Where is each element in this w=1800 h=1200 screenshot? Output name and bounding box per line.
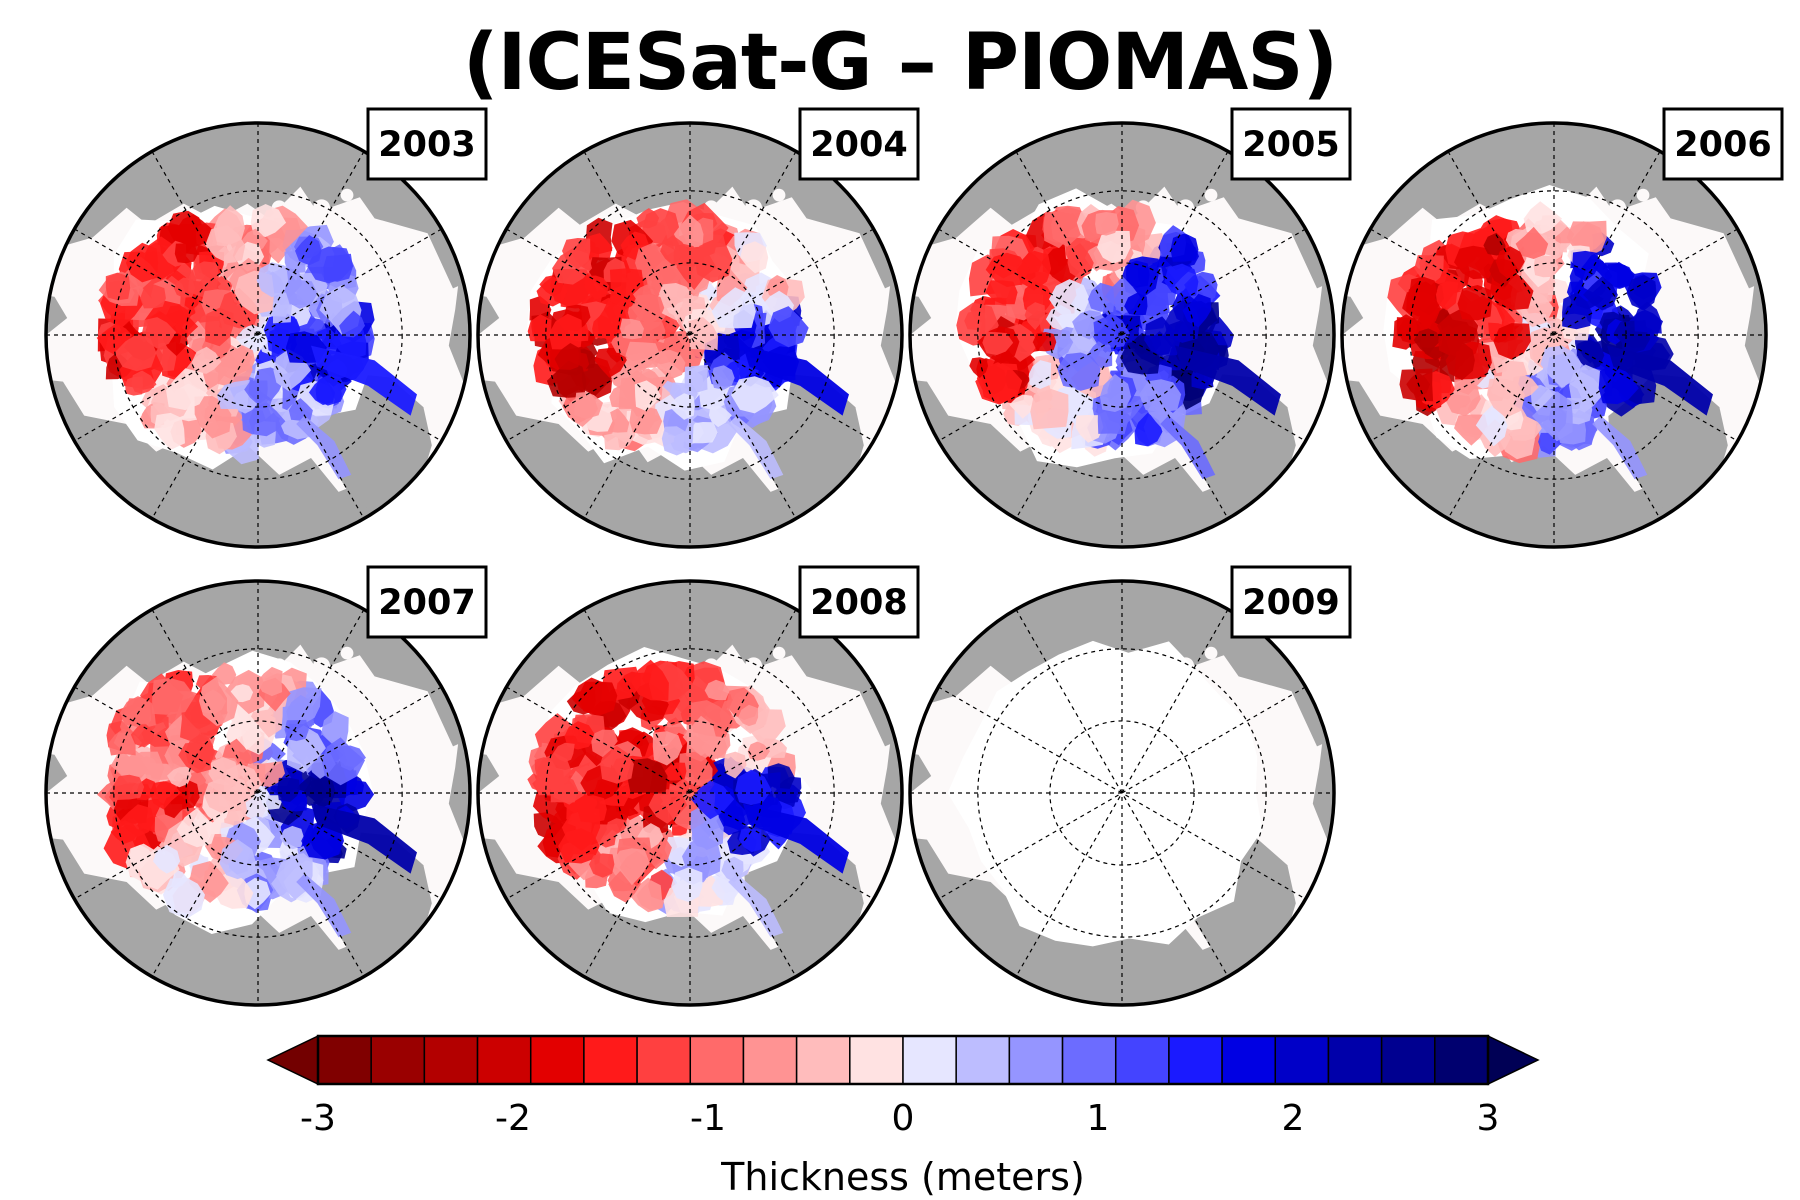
colorbar-bin: [955, 1035, 1011, 1085]
colorbar-tick-label: -3: [300, 1098, 336, 1139]
year-label: 2005: [1242, 125, 1339, 165]
map-border: [908, 121, 1336, 549]
colorbar-bin: [795, 1035, 851, 1085]
map-panel-2008: 2008: [476, 565, 920, 1007]
year-label-box: [798, 565, 920, 639]
colorbar-bin: [1114, 1035, 1170, 1085]
graticule-lines: [46, 123, 470, 547]
ice-anomaly-field: [1383, 185, 1713, 480]
map-panel-2006: 2006: [1340, 107, 1784, 549]
colorbar-tick-label: 3: [1477, 1098, 1500, 1139]
graticule-lines: [478, 123, 902, 547]
colorbar-axis-label: Thickness (meters): [720, 1155, 1085, 1199]
year-label: 2009: [1242, 583, 1339, 623]
colorbar-bin: [636, 1035, 692, 1085]
map-border: [44, 121, 472, 549]
map-border: [44, 579, 472, 1007]
colorbar-tick-label: 2: [1282, 1098, 1305, 1139]
colorbar-bin: [1168, 1035, 1223, 1085]
colorbar-bin: [902, 1035, 957, 1085]
colorbar-tick-label: -2: [495, 1098, 531, 1139]
map-panel-2004: 2004: [476, 107, 920, 549]
year-label-box: [1230, 565, 1352, 639]
colorbar: -3 -2 -1 0 1 2 3 Thickness (meters): [266, 1034, 1540, 1199]
colorbar-over-arrow: [1487, 1034, 1540, 1086]
year-label-box: [798, 107, 920, 181]
year-label-box: [1662, 107, 1784, 181]
colorbar-bin: [1274, 1035, 1330, 1085]
colorbar-bin: [849, 1035, 904, 1085]
map-panel-2009: 2009: [908, 565, 1352, 1007]
graticule-lines: [478, 581, 902, 1005]
map-panel-2003: 2003: [44, 107, 488, 549]
year-label: 2008: [810, 583, 907, 623]
colorbar-bin: [689, 1035, 745, 1085]
colorbar-bin: [742, 1035, 798, 1085]
year-label: 2003: [378, 125, 475, 165]
colorbar-under-arrow: [266, 1034, 319, 1086]
colorbar-bin: [476, 1035, 532, 1085]
ice-anomaly-field: [527, 647, 849, 938]
map-panel-2007: 2007: [44, 565, 488, 1007]
colorbar-tick-label: -1: [690, 1098, 726, 1139]
year-label-box: [366, 565, 488, 639]
colorbar-bin: [1008, 1035, 1064, 1085]
ice-anomaly-field: [97, 650, 417, 938]
year-label-box: [1230, 107, 1352, 181]
map-border: [1340, 121, 1768, 549]
colorbar-tick-label: 1: [1087, 1098, 1110, 1139]
colorbar-bin: [1327, 1035, 1383, 1085]
colorbar-bin: [1434, 1035, 1489, 1085]
graticule-lines: [1342, 123, 1766, 547]
colorbar-bin: [583, 1035, 638, 1085]
graticule-lines: [910, 123, 1334, 547]
map-border: [476, 121, 904, 549]
figure-title: (ICESat-G – PIOMAS): [462, 18, 1338, 108]
year-label: 2004: [810, 125, 907, 165]
colorbar-bin: [317, 1035, 372, 1085]
colorbar-bin: [1380, 1035, 1436, 1085]
colorbar-bin: [1061, 1035, 1117, 1085]
map-panel-2005: 2005: [908, 107, 1352, 549]
colorbar-bin: [370, 1035, 426, 1085]
map-border: [908, 579, 1336, 1007]
ice-anomaly-field: [947, 640, 1263, 947]
colorbar-bin: [423, 1035, 479, 1085]
year-label: 2006: [1674, 125, 1771, 165]
ice-anomaly-field: [96, 204, 417, 480]
colorbar-bin: [529, 1035, 585, 1085]
map-border: [476, 579, 904, 1007]
graticule-lines: [46, 581, 470, 1005]
year-label-box: [366, 107, 488, 181]
colorbar-tick-label: 0: [892, 1098, 915, 1139]
graticule-lines: [910, 581, 1334, 1005]
year-label: 2007: [378, 583, 475, 623]
colorbar-bin: [1221, 1035, 1277, 1085]
